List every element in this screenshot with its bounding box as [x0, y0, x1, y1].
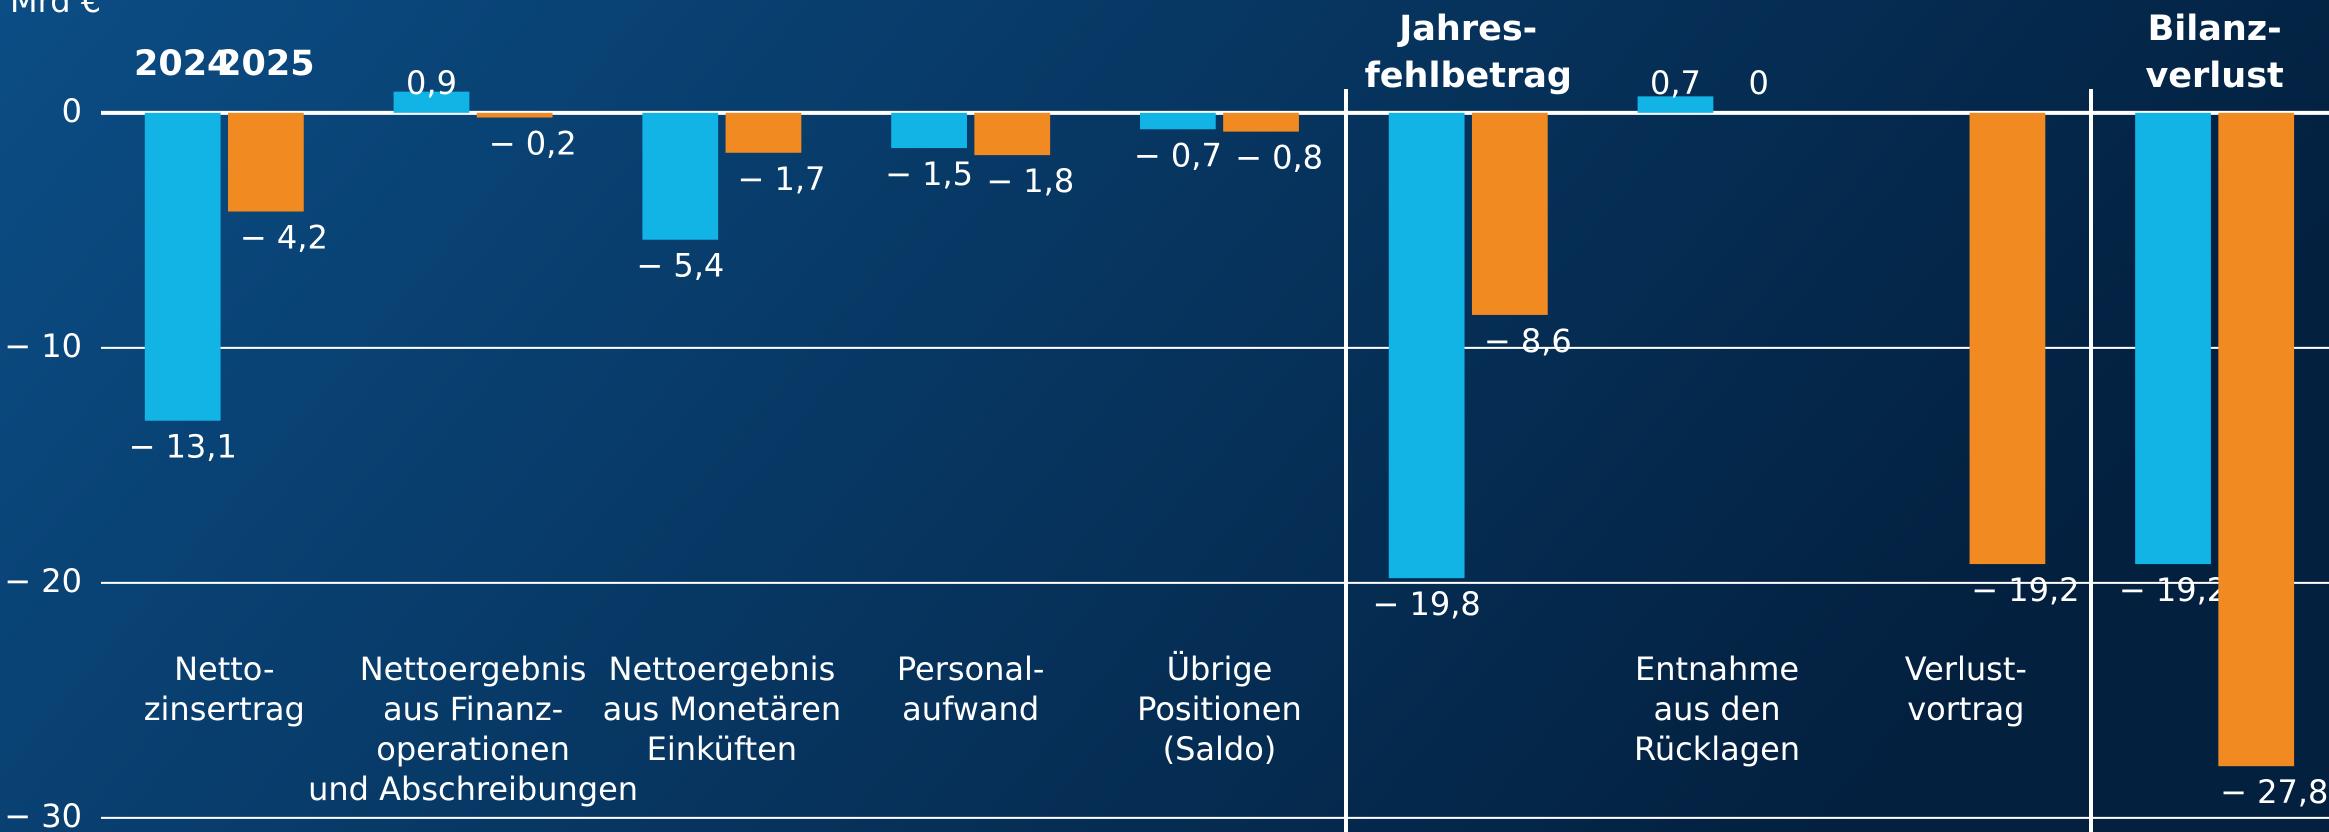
y-tick-label: − 30 — [4, 797, 82, 832]
category-label: Entnahme — [1635, 650, 1799, 688]
value-label: − 1,5 — [885, 155, 973, 193]
value-label: − 0,7 — [1134, 136, 1222, 174]
category-label: Netto- — [174, 650, 274, 688]
value-label: − 19,2 — [1971, 571, 2079, 609]
bar — [642, 112, 719, 240]
category-label-top: Bilanz- — [2148, 9, 2282, 49]
bar — [227, 112, 304, 212]
category-label: vortrag — [1907, 690, 2024, 728]
value-label: 0,7 — [1650, 64, 1701, 102]
category-label: Übrige — [1167, 650, 1273, 688]
value-label: − 19,2 — [2119, 571, 2227, 609]
bar — [1223, 112, 1299, 132]
bar — [1471, 112, 1548, 315]
category-label: zinsertrag — [144, 690, 305, 728]
category-label-top: Jahres- — [1397, 9, 1537, 49]
bar — [144, 112, 221, 421]
value-label: 0,9 — [406, 64, 457, 102]
legend-label: 2025 — [217, 44, 314, 84]
category-label: Rücklagen — [1634, 730, 1800, 768]
bar — [974, 112, 1051, 156]
y-tick-label: 0 — [62, 92, 82, 130]
category-label: Verlust- — [1905, 650, 2027, 688]
value-label: − 5,4 — [636, 247, 724, 285]
legend-label: 2024 — [134, 44, 231, 84]
value-label: 0 — [1748, 64, 1768, 102]
value-label: − 1,7 — [738, 160, 826, 198]
bar — [1139, 112, 1216, 130]
bar — [1969, 112, 2046, 565]
value-label: − 27,8 — [2220, 773, 2328, 811]
bar — [476, 112, 553, 118]
category-label: aus Monetären — [603, 690, 841, 728]
value-label: − 1,8 — [986, 162, 1074, 200]
value-label: − 8,6 — [1484, 322, 1572, 360]
value-label: − 19,8 — [1373, 585, 1481, 623]
bar — [1637, 96, 1714, 113]
category-label: (Saldo) — [1163, 730, 1277, 768]
bar — [2218, 112, 2295, 767]
y-tick-label: − 10 — [4, 327, 82, 365]
category-label: operationen — [376, 730, 570, 768]
category-label: Einküften — [647, 730, 797, 768]
category-label: Personal- — [897, 650, 1045, 688]
category-label: aus Finanz- — [383, 690, 563, 728]
category-label-top: verlust — [2145, 56, 2283, 96]
y-axis-label: Mrd € — [10, 0, 101, 20]
value-label: − 4,2 — [240, 219, 328, 257]
y-tick-label: − 20 — [4, 562, 82, 600]
category-label: aufwand — [902, 690, 1039, 728]
category-label: Nettoergebnis — [609, 650, 836, 688]
value-label: − 0,8 — [1235, 139, 1323, 177]
category-label: Positionen — [1137, 690, 1302, 728]
bar — [725, 112, 802, 153]
category-label: und Abschreibungen — [308, 770, 638, 808]
bar — [393, 91, 470, 113]
category-label-top: fehlbetrag — [1365, 56, 1572, 96]
bar — [891, 112, 967, 149]
category-label: aus den — [1654, 690, 1781, 728]
bar — [1388, 112, 1465, 579]
value-label: − 13,1 — [129, 428, 237, 466]
value-label: − 0,2 — [489, 125, 577, 163]
bar — [2135, 112, 2211, 565]
category-label: Nettoergebnis — [360, 650, 587, 688]
